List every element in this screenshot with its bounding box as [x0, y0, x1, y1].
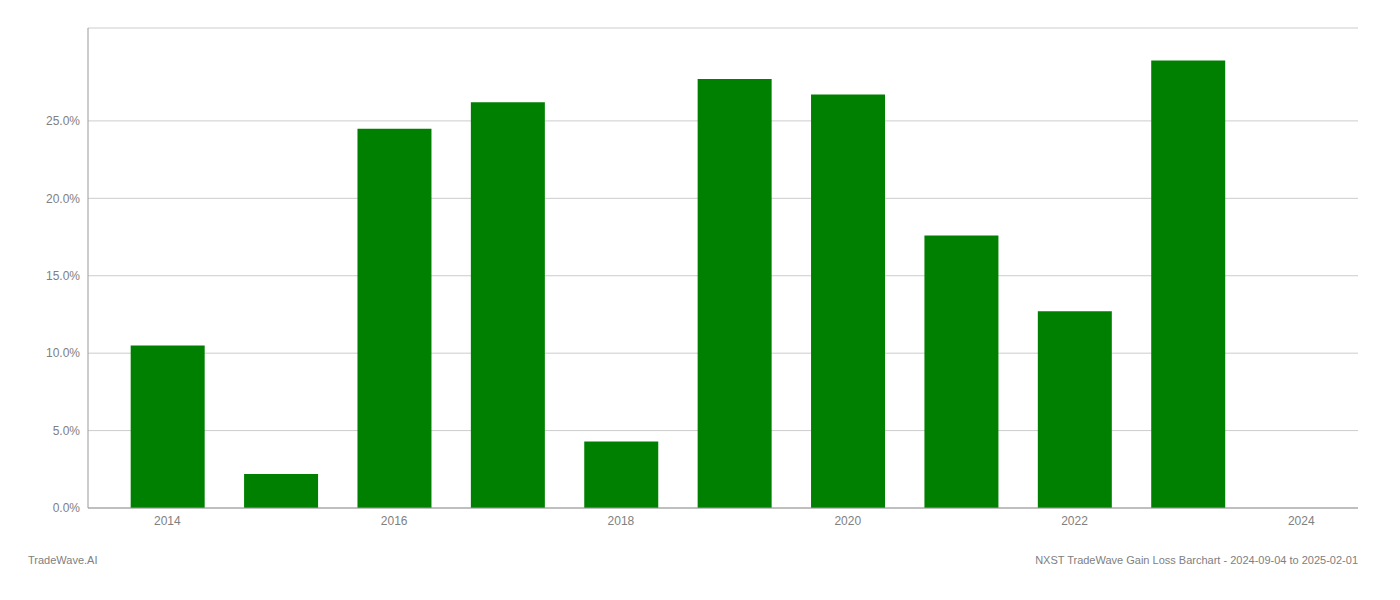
svg-text:2016: 2016 — [381, 514, 408, 528]
svg-text:2014: 2014 — [154, 514, 181, 528]
svg-text:2018: 2018 — [608, 514, 635, 528]
svg-text:10.0%: 10.0% — [46, 346, 80, 360]
svg-text:0.0%: 0.0% — [53, 501, 81, 515]
html-text:NXST TradeWave Gain Loss Barch: NXST TradeWave Gain Loss Barchart - 2024… — [1035, 554, 1358, 566]
svg-text:2024: 2024 — [1288, 514, 1315, 528]
svg-text:25.0%: 25.0% — [46, 114, 80, 128]
svg-text:15.0%: 15.0% — [46, 269, 80, 283]
html-text:TradeWave.AI: TradeWave.AI — [28, 554, 98, 566]
svg-text:5.0%: 5.0% — [53, 424, 81, 438]
svg-text:2022: 2022 — [1061, 514, 1088, 528]
svg-text:2020: 2020 — [834, 514, 861, 528]
svg-text:20.0%: 20.0% — [46, 192, 80, 206]
